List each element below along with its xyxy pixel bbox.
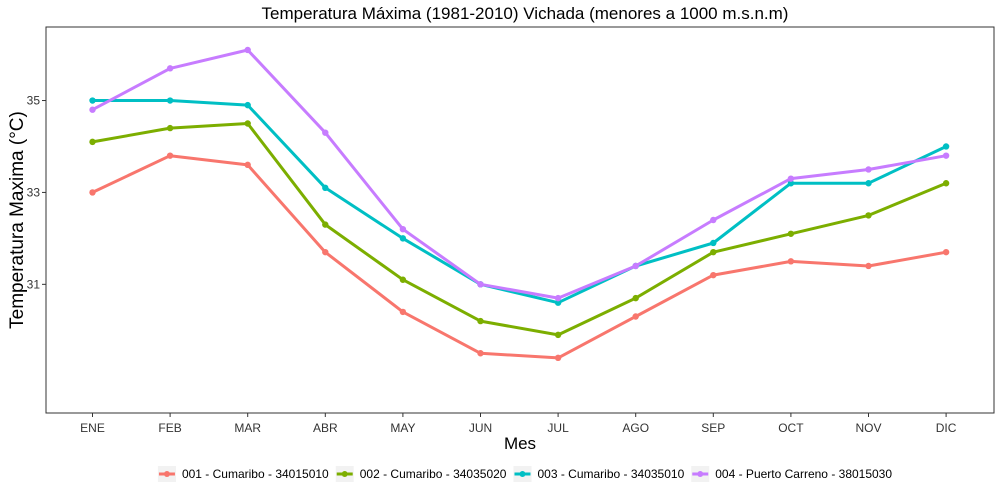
data-point [865,262,872,270]
data-point [554,331,562,339]
data-point [89,189,96,196]
x-axis-title: Mes [504,434,536,453]
data-point [89,97,96,104]
data-point [322,129,329,136]
data-point [554,299,562,306]
y-tick-label: 31 [27,277,41,291]
data-point [399,225,407,233]
x-tick-label: FEB [158,421,181,435]
chart-title: Temperatura Máxima (1981-2010) Vichada (… [262,4,789,23]
y-axis: 31 33 35 [27,94,46,291]
x-tick-label: ENE [80,421,105,435]
series-line [91,122,948,337]
data-point [942,248,950,256]
data-point [632,313,639,320]
x-tick-label: AGO [622,421,649,435]
data-point [244,46,251,54]
data-point [942,143,950,150]
data-point [942,152,950,159]
data-point [554,354,562,362]
data-point [865,166,872,173]
data-point [322,248,329,256]
legend: 001 - Cumaribo - 34015010 002 - Cumaribo … [157,466,892,482]
legend-item: 001 - Cumaribo - 34015010 [157,466,329,482]
data-point [632,262,639,270]
x-tick-label: ABR [313,421,338,435]
x-axis: ENE FEB MAR ABR MAY JUN JUL AGO SEP OCT NOV DIC [80,413,957,435]
x-tick-label: SEP [701,421,725,435]
legend-key-point [697,471,704,477]
data-point [166,65,174,72]
legend-label: 001 - Cumaribo - 34015010 [182,467,329,481]
data-point [399,308,407,316]
data-point [865,212,872,219]
legend-key-point [341,471,348,477]
data-point [477,317,484,325]
series-line [91,154,948,360]
data-point [477,350,484,357]
data-point [244,101,251,109]
data-point [554,294,562,302]
legend-key-point [519,471,526,477]
legend-label: 003 - Cumaribo - 34035010 [537,467,684,481]
data-point [710,271,717,279]
data-point [710,216,717,224]
data-point [244,161,251,169]
data-point [166,97,174,104]
data-point [632,294,639,302]
data-point [399,276,407,283]
data-point [477,281,484,288]
data-point [942,180,950,187]
series-line [91,48,948,300]
data-point [166,124,174,132]
data-point [322,221,329,228]
data-point [787,258,795,265]
y-tick-label: 33 [27,185,41,199]
legend-item: 003 - Cumaribo - 34035010 [513,466,685,482]
legend-label: 004 - Puerto Carreno - 38015030 [715,467,892,481]
legend-item: 002 - Cumaribo - 34035020 [335,466,507,482]
series-2 [89,120,950,339]
series-1 [89,152,950,362]
series-4 [89,46,950,302]
x-tick-label: DIC [936,421,957,435]
data-point [710,239,717,247]
plot-panel [45,26,995,414]
data-point [89,106,96,113]
series-layer [89,46,950,362]
y-tick-label: 35 [27,94,41,108]
x-tick-label: MAY [390,421,415,435]
data-point [166,152,174,159]
data-point [787,175,795,182]
data-point [399,235,407,242]
legend-item: 004 - Puerto Carreno - 38015030 [691,466,892,482]
series-line [91,99,948,305]
x-tick-label: JUN [469,421,492,435]
data-point [787,230,795,237]
x-tick-label: MAR [234,421,261,435]
x-tick-label: JUL [547,421,569,435]
data-point [710,248,717,256]
data-point [865,180,872,187]
legend-key-point [163,471,170,477]
data-point [89,138,96,146]
data-point [787,180,795,187]
y-axis-title: Temperatura Maxima (°C) [7,111,28,329]
x-tick-label: NOV [855,421,881,435]
x-tick-label: OCT [778,421,804,435]
legend-label: 002 - Cumaribo - 34035020 [360,467,507,481]
data-point [244,120,251,127]
data-point [322,184,329,192]
